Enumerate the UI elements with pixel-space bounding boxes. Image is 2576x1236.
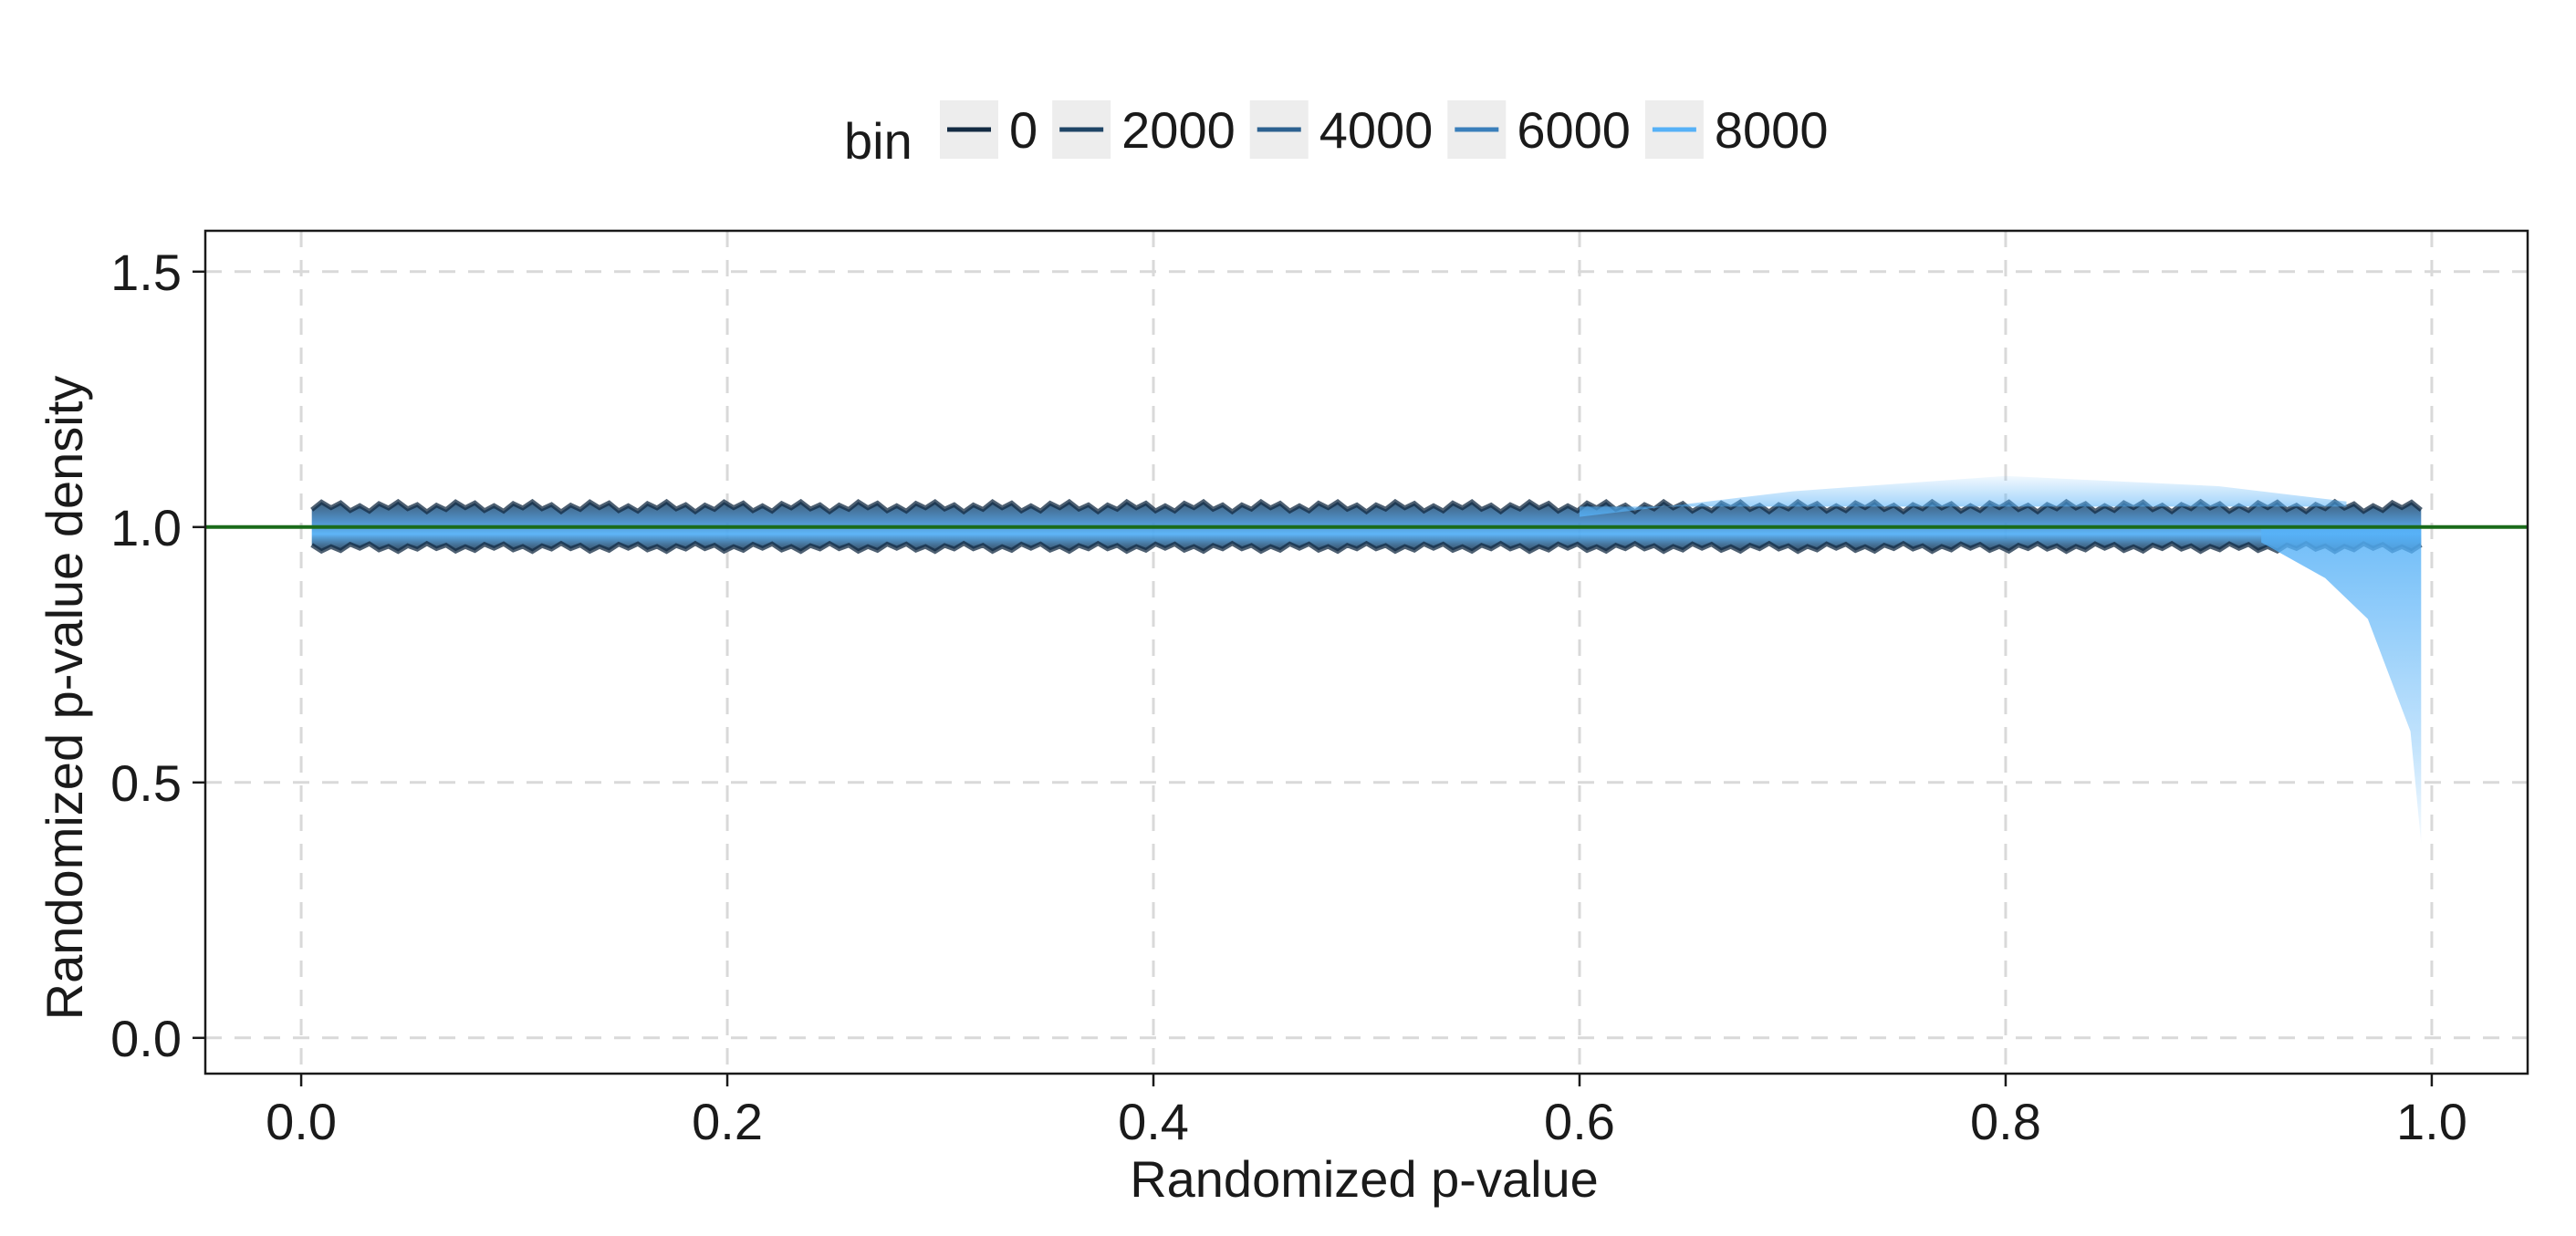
x-tick-label: 1.0 xyxy=(2396,1093,2467,1150)
legend-label: 8000 xyxy=(1715,101,1829,159)
legend-entries: 0 2000 4000 6000 8000 xyxy=(940,100,1828,159)
plot-area: 0.0 0.2 0.4 0.6 0.8 1.0 0.0 0.5 1.0 1.5 xyxy=(110,229,2529,1150)
x-tick-label: 0.2 xyxy=(692,1093,763,1150)
y-axis-title: Randomized p-value density xyxy=(36,376,93,1021)
legend-label: 2000 xyxy=(1121,101,1236,159)
x-axis-ticks: 0.0 0.2 0.4 0.6 0.8 1.0 xyxy=(266,1074,2467,1150)
legend-entry: 6000 xyxy=(1447,100,1631,159)
legend-title: bin xyxy=(844,112,913,170)
density-band-lower-edge xyxy=(310,540,2423,555)
legend-entry: 4000 xyxy=(1249,100,1434,159)
plot-frame xyxy=(203,229,2529,1075)
density-band xyxy=(310,475,2423,844)
density-right-tail xyxy=(2261,526,2422,844)
y-axis-ticks: 0.0 0.5 1.0 1.5 xyxy=(110,244,205,1067)
grid-lines xyxy=(205,231,2528,1074)
y-tick-label: 0.0 xyxy=(110,1010,182,1067)
x-tick-label: 0.0 xyxy=(266,1093,337,1150)
density-upper-hump xyxy=(1580,475,2347,517)
legend-entry: 8000 xyxy=(1644,100,1829,159)
x-tick-label: 0.6 xyxy=(1544,1093,1615,1150)
legend-label: 4000 xyxy=(1319,101,1434,159)
y-tick-label: 0.5 xyxy=(110,754,182,812)
legend-entry: 2000 xyxy=(1052,100,1236,159)
legend-label: 0 xyxy=(1009,101,1038,159)
legend-entry: 0 xyxy=(940,100,1038,159)
x-tick-label: 0.8 xyxy=(1970,1093,2041,1150)
y-tick-label: 1.0 xyxy=(110,499,182,556)
x-tick-label: 0.4 xyxy=(1118,1093,1189,1150)
legend-label: 6000 xyxy=(1517,101,1631,159)
x-axis-title: Randomized p-value xyxy=(1130,1150,1599,1208)
y-tick-label: 1.5 xyxy=(110,244,182,301)
legend: bin 0 2000 4000 6000 8000 xyxy=(844,100,1828,170)
